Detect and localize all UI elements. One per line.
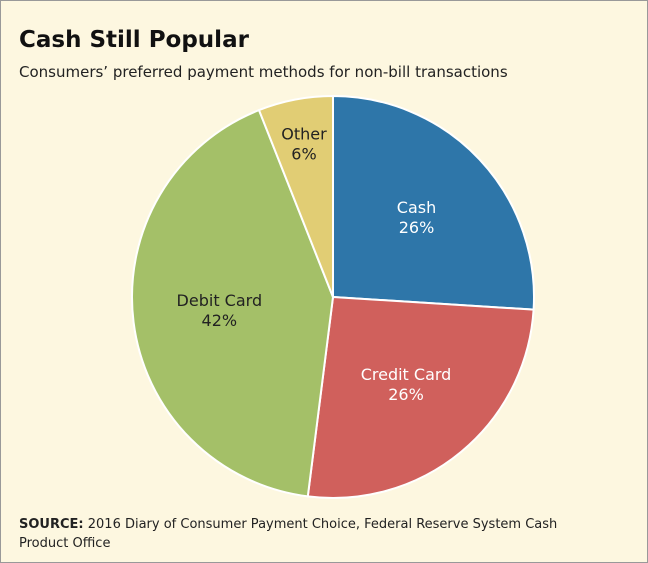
source-label: SOURCE: (19, 517, 84, 532)
slice-label: Cash (397, 198, 436, 217)
slice-label: Debit Card (177, 291, 263, 310)
slice-value-label: 42% (202, 311, 238, 330)
slice-value-label: 26% (399, 218, 435, 237)
slice-label: Other (281, 124, 327, 143)
pie-slice (131, 108, 335, 498)
chart-title: Cash Still Popular (19, 27, 249, 53)
slice-label: Credit Card (361, 365, 452, 384)
pie-slice (306, 295, 535, 499)
pie-slice (332, 94, 535, 311)
source-text: 2016 Diary of Consumer Payment Choice, F… (19, 517, 558, 551)
chart-subtitle: Consumers’ preferred payment methods for… (19, 63, 508, 81)
source: SOURCE: 2016 Diary of Consumer Payment C… (19, 515, 579, 553)
slice-value-label: 26% (388, 385, 424, 404)
pie-slice (257, 94, 334, 298)
slice-value-label: 6% (291, 144, 316, 163)
